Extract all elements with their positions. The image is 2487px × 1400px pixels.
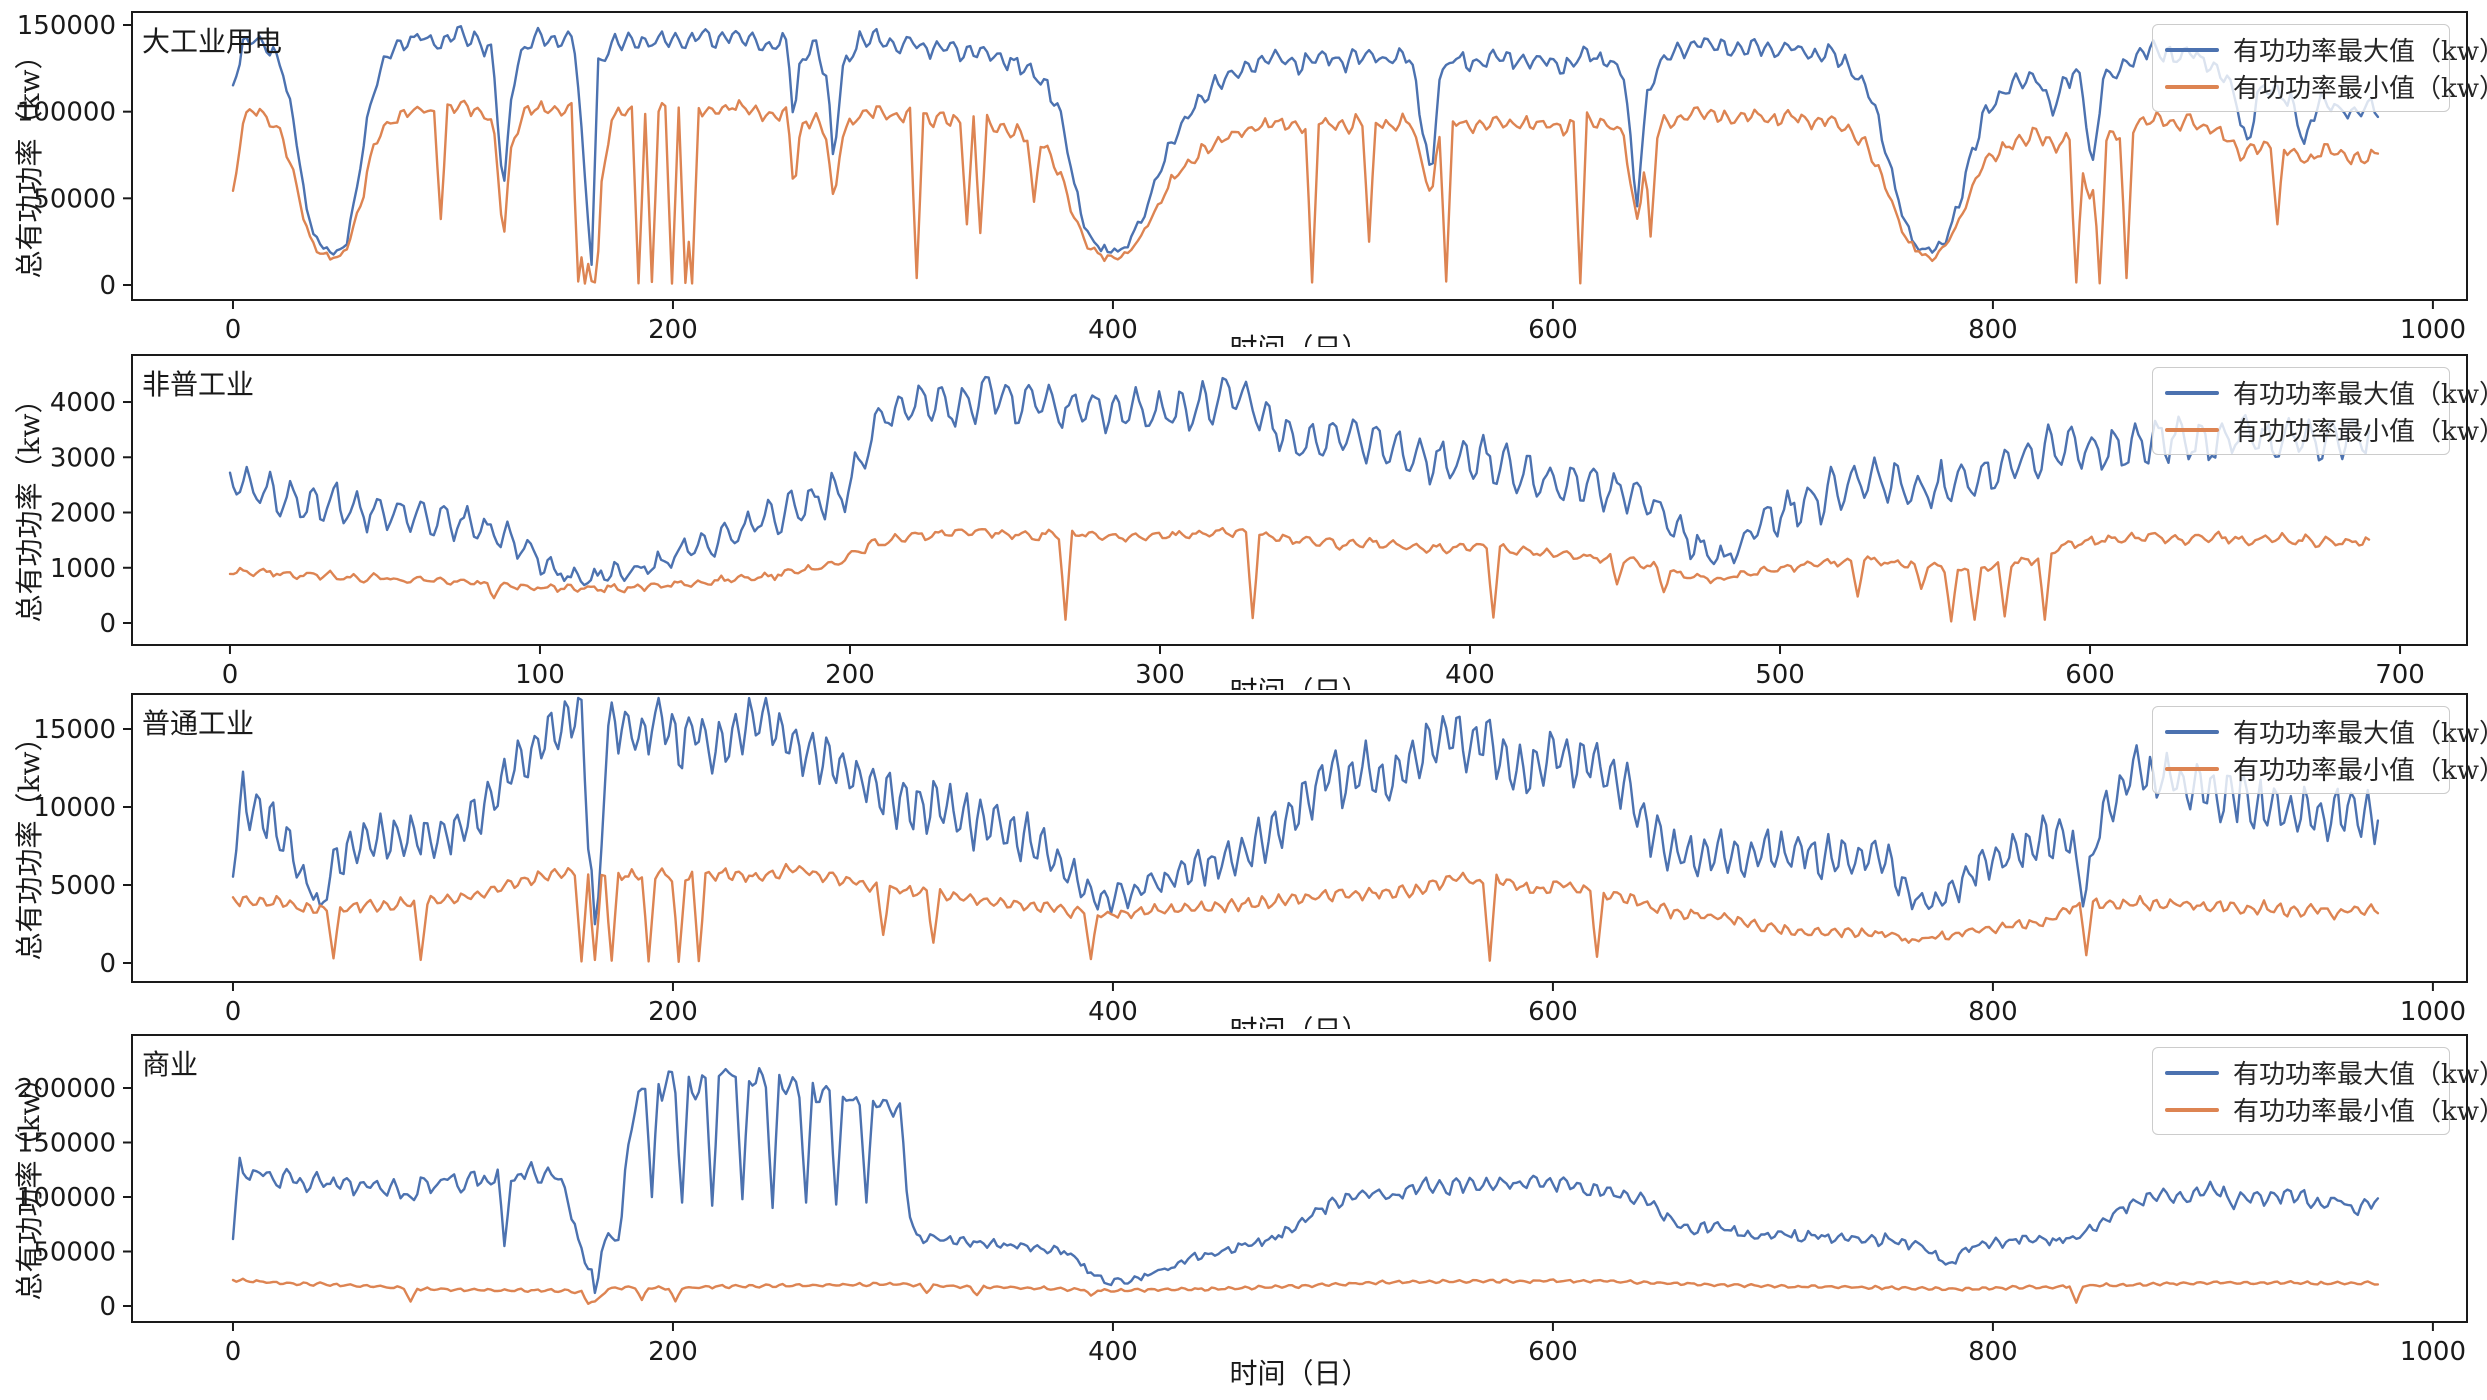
min-line-sample (2165, 766, 2219, 771)
subplot-title: 商业 (142, 1048, 199, 1081)
subplot-title: 大工业用电 (142, 25, 283, 58)
legend: 有功功率最大值（kw） 有功功率最小值（kw） (2152, 706, 2487, 794)
x-tick-label: 600 (1528, 997, 1578, 1027)
max-line-sample (2165, 1070, 2219, 1075)
y-tick-label: 50000 (33, 184, 116, 214)
min-line-sample (2165, 1107, 2219, 1112)
y-axis-label: 总有功功率（kw） (13, 1063, 46, 1301)
series-min-line (231, 99, 2380, 285)
y-tick-label: 0 (99, 609, 116, 639)
legend: 有功功率最大值（kw） 有功功率最小值（kw） (2152, 24, 2487, 112)
y-tick-label: 150000 (17, 11, 116, 41)
x-tick-label: 1000 (2400, 315, 2466, 345)
max-line-sample (2165, 47, 2219, 52)
y-tick-label: 100000 (17, 98, 116, 128)
y-tick-label: 200000 (17, 1074, 116, 1104)
x-tick-label: 300 (1135, 660, 1185, 690)
y-tick-label: 3000 (50, 443, 116, 473)
legend-label-min: 有功功率最小值（kw） (2233, 74, 2487, 104)
x-axis-label: 时间（日） (132, 327, 2467, 347)
y-tick-label: 15000 (33, 715, 116, 745)
y-tick-label: 0 (99, 271, 116, 301)
legend-label-max: 有功功率最大值（kw） (2233, 37, 2487, 67)
y-tick-label: 100000 (17, 1183, 116, 1213)
x-tick-label: 600 (1528, 1337, 1578, 1367)
x-tick-label: 400 (1088, 315, 1138, 345)
x-tick-label: 600 (2065, 660, 2115, 690)
legend-label-max: 有功功率最大值（kw） (2233, 380, 2487, 410)
legend-label-min: 有功功率最小值（kw） (2233, 417, 2487, 447)
legend-item-min: 有功功率最小值（kw） (2165, 70, 2487, 104)
subplot-title: 普通工业 (142, 707, 255, 740)
y-tick-label: 10000 (33, 793, 116, 823)
x-tick-label: 600 (1528, 315, 1578, 345)
legend-label-max: 有功功率最大值（kw） (2233, 719, 2487, 749)
y-axis-label: 总有功功率（kw） (13, 723, 46, 961)
legend-item-min: 有功功率最小值（kw） (2165, 413, 2487, 447)
x-tick-label: 700 (2375, 660, 2425, 690)
legend-label-max: 有功功率最大值（kw） (2233, 1060, 2487, 1090)
plot-area (131, 1034, 2468, 1323)
series-min-line (231, 1277, 2380, 1305)
x-tick-label: 800 (1968, 1337, 2018, 1367)
x-tick-label: 200 (648, 997, 698, 1027)
x-tick-label: 0 (222, 660, 239, 690)
legend-item-max: 有功功率最大值（kw） (2165, 715, 2487, 749)
x-tick-label: 200 (648, 315, 698, 345)
series-max-line (231, 696, 2380, 926)
x-tick-label: 800 (1968, 997, 2018, 1027)
x-tick-label: 0 (225, 1337, 242, 1367)
legend-item-max: 有功功率最大值（kw） (2165, 376, 2487, 410)
x-axis-label: 时间（日） (132, 1009, 2467, 1029)
y-tick-label: 0 (99, 1292, 116, 1322)
x-tick-label: 500 (1755, 660, 1805, 690)
legend-item-max: 有功功率最大值（kw） (2165, 1056, 2487, 1090)
y-tick-label: 150000 (17, 1129, 116, 1159)
x-tick-label: 200 (648, 1337, 698, 1367)
x-tick-label: 400 (1088, 997, 1138, 1027)
legend: 有功功率最大值（kw） 有功功率最小值（kw） (2152, 367, 2487, 455)
subplot-title: 非普工业 (142, 368, 255, 401)
series-max-line (231, 1067, 2380, 1295)
y-axis-label: 总有功功率（kw） (13, 385, 46, 623)
legend-item-min: 有功功率最小值（kw） (2165, 752, 2487, 786)
min-line-sample (2165, 427, 2219, 432)
x-tick-label: 800 (1968, 315, 2018, 345)
x-tick-label: 1000 (2400, 997, 2466, 1027)
x-tick-label: 1000 (2400, 1337, 2466, 1367)
max-line-sample (2165, 729, 2219, 734)
y-tick-label: 2000 (50, 499, 116, 529)
series-max-line (231, 25, 2380, 266)
max-line-sample (2165, 390, 2219, 395)
legend-item-min: 有功功率最小值（kw） (2165, 1093, 2487, 1127)
x-axis-label: 时间（日） (1229, 1357, 1370, 1390)
y-tick-label: 50000 (33, 1238, 116, 1268)
legend-label-min: 有功功率最小值（kw） (2233, 1097, 2487, 1127)
legend-item-max: 有功功率最大值（kw） (2165, 33, 2487, 67)
legend: 有功功率最大值（kw） 有功功率最小值（kw） (2152, 1047, 2487, 1135)
x-axis-label: 时间（日） (132, 670, 2467, 690)
x-tick-label: 0 (225, 997, 242, 1027)
y-tick-label: 4000 (50, 388, 116, 418)
series-min-line (231, 862, 2380, 963)
series-max-line (228, 375, 2371, 587)
x-tick-label: 100 (515, 660, 565, 690)
x-tick-label: 0 (225, 315, 242, 345)
min-line-sample (2165, 84, 2219, 89)
y-tick-label: 0 (99, 949, 116, 979)
x-tick-label: 200 (825, 660, 875, 690)
y-tick-label: 5000 (50, 871, 116, 901)
plot-area (131, 693, 2468, 983)
series-min-line (228, 526, 2371, 623)
legend-label-min: 有功功率最小值（kw） (2233, 756, 2487, 786)
x-tick-label: 400 (1088, 1337, 1138, 1367)
y-tick-label: 1000 (50, 554, 116, 584)
plot-area (131, 354, 2468, 646)
plot-area (131, 11, 2468, 301)
y-axis-label: 总有功功率（kw） (13, 41, 46, 279)
x-tick-label: 400 (1445, 660, 1495, 690)
